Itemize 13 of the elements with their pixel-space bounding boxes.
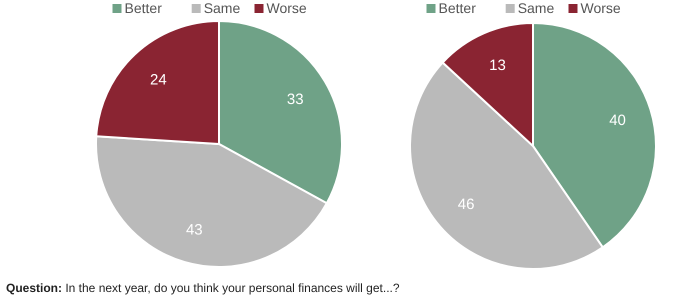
data-label: 33 xyxy=(286,91,304,108)
data-label: 46 xyxy=(458,196,474,214)
legend-label: Better xyxy=(124,0,162,16)
legend-label: Worse xyxy=(580,0,621,16)
data-label: 43 xyxy=(186,221,203,238)
legend-label: Worse xyxy=(266,0,307,16)
legend-label: Same xyxy=(204,0,240,16)
text: Question: In the next year, do you think your personal finances will get...? xyxy=(6,281,400,295)
data-label: 13 xyxy=(489,57,506,74)
data-label: 24 xyxy=(150,72,167,89)
data-label: 40 xyxy=(609,112,626,129)
legend-label: Better xyxy=(438,0,476,16)
legend-label: Same xyxy=(518,0,554,16)
